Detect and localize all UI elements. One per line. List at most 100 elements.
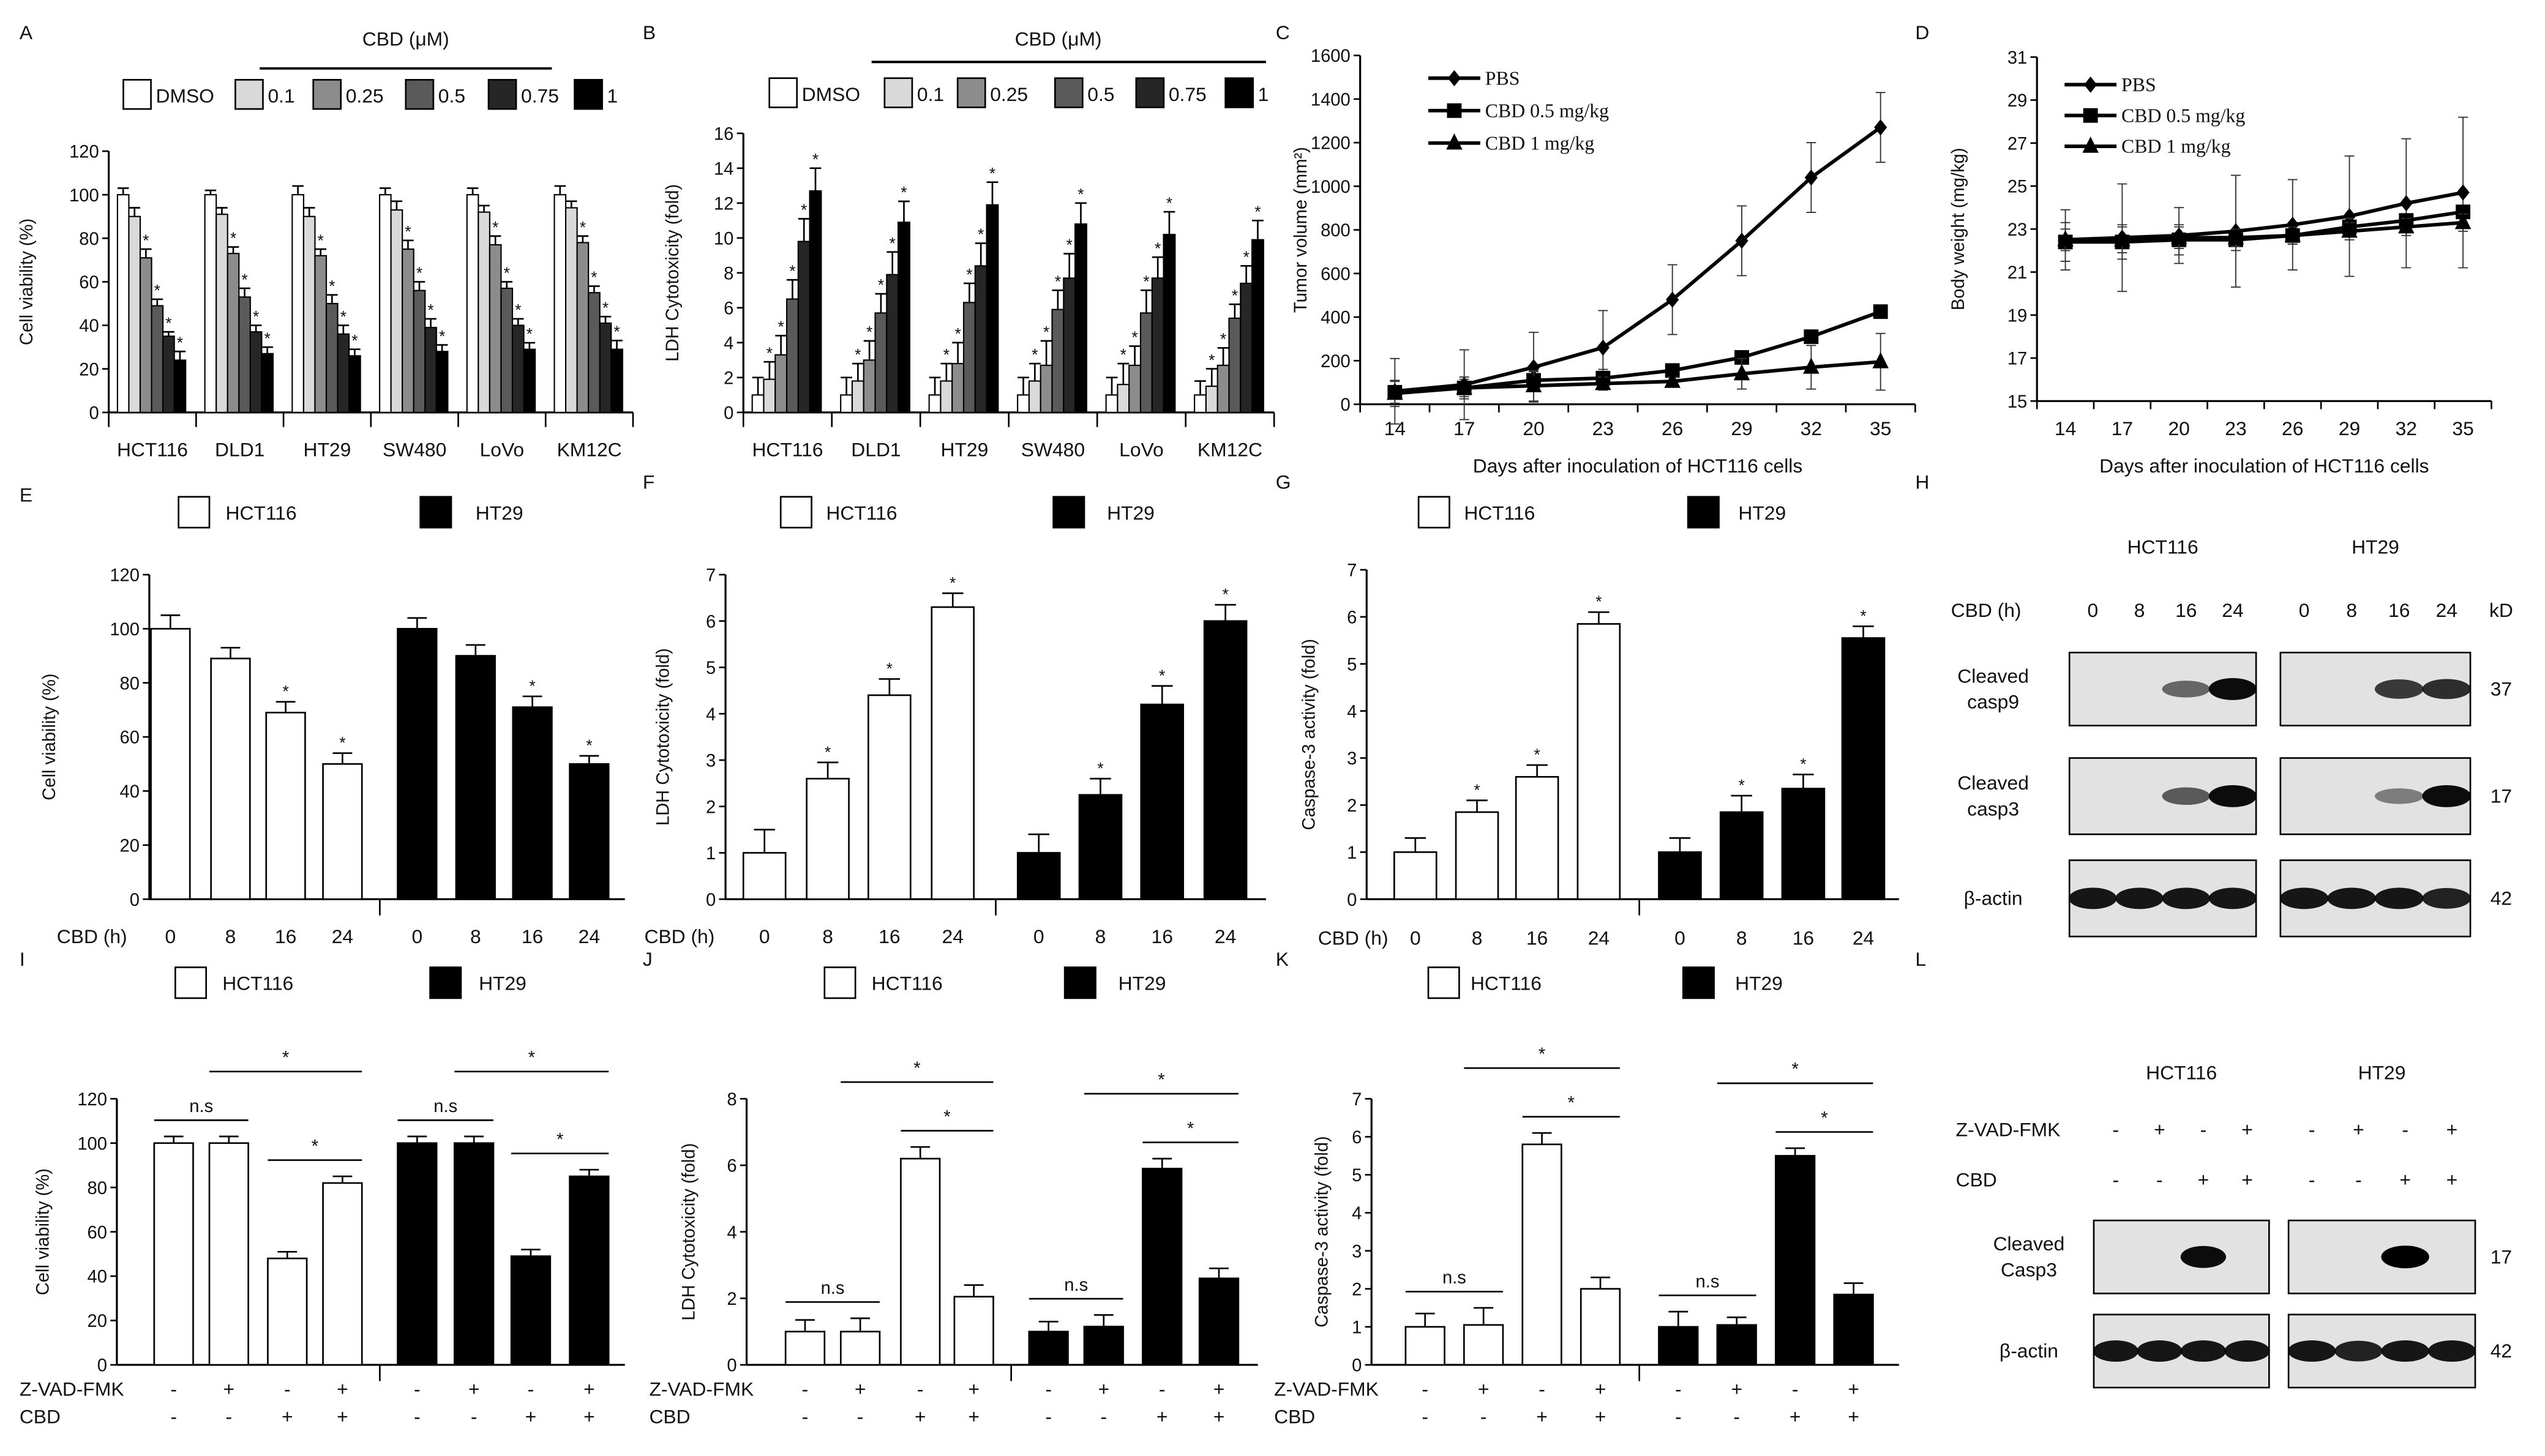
treatment-sign: - <box>170 1378 177 1400</box>
bar <box>151 305 164 413</box>
treatment-sign: + <box>1595 1406 1606 1428</box>
y-tick-label: 6 <box>1347 608 1357 628</box>
significance-star: * <box>1232 286 1238 305</box>
significance-star: * <box>230 229 236 247</box>
bar <box>900 1157 941 1366</box>
category-label: DLD1 <box>215 438 264 460</box>
bar <box>337 333 350 413</box>
x-axis-label: Days after inoculation of HCT116 cells <box>1473 455 1802 477</box>
x-tick-label: 16 <box>522 925 543 947</box>
x-tick-label: 24 <box>942 925 964 947</box>
significance-label: * <box>557 1130 563 1149</box>
legend-label: 0.1 <box>268 84 294 106</box>
bar <box>397 1142 438 1366</box>
molecular-weight-label: 42 <box>2491 1340 2512 1362</box>
panel-letter-I: I <box>20 948 25 970</box>
bar <box>898 222 910 413</box>
treatment-sign: - <box>2309 1118 2315 1140</box>
legend-swatch <box>779 496 812 529</box>
x-tick-label: 16 <box>879 925 900 947</box>
significance-star: * <box>1800 755 1806 774</box>
y-tick-label: 7 <box>1347 561 1357 581</box>
treatment-sign: + <box>1848 1406 1859 1428</box>
bar <box>863 359 876 413</box>
x-tick-label: 16 <box>1526 927 1548 949</box>
data-point-square <box>1873 304 1888 319</box>
bar <box>1051 308 1065 413</box>
treatment-sign: + <box>2241 1168 2253 1190</box>
x-tick-label: 16 <box>1152 925 1173 947</box>
blot-band <box>2422 887 2472 909</box>
y-tick-label: 100 <box>77 1134 107 1154</box>
treatment-sign: - <box>1159 1378 1166 1400</box>
blot-row-label: β-actin <box>1964 887 2023 909</box>
treatment-sign: - <box>284 1378 291 1400</box>
x-tick-label: 20 <box>2168 417 2189 439</box>
legend-label: 0.75 <box>521 84 559 106</box>
bar <box>291 194 304 413</box>
significance-star: * <box>1220 330 1226 348</box>
blot-band <box>2162 787 2210 805</box>
significance-star: * <box>1043 323 1049 342</box>
y-tick-label: 3 <box>706 752 716 771</box>
significance-label: n.s <box>189 1097 213 1116</box>
y-axis-label: Caspase-3 activity (fold) <box>1299 639 1319 831</box>
bar <box>265 711 306 900</box>
x-tick-label: 0 <box>165 925 176 947</box>
bar <box>1833 1293 1874 1366</box>
legend-label: PBS <box>2121 74 2156 95</box>
bar <box>1074 223 1087 413</box>
bar <box>314 255 328 413</box>
significance-star: * <box>766 344 773 362</box>
treatment-sign: + <box>223 1378 235 1400</box>
blot-band <box>2381 1340 2429 1362</box>
bar <box>1205 386 1218 413</box>
bar <box>1028 1331 1069 1366</box>
bar <box>139 257 152 413</box>
blot-group-label: HT29 <box>2358 1061 2406 1083</box>
legend-label: HT29 <box>1119 973 1166 995</box>
significance-star: * <box>1032 346 1038 364</box>
significance-label: * <box>913 1059 920 1078</box>
bar <box>1105 394 1119 413</box>
data-point-square <box>2456 204 2471 220</box>
x-tick-label: 16 <box>275 925 296 947</box>
significance-label: n.s <box>1696 1272 1720 1291</box>
blot-band <box>2374 788 2424 804</box>
legend-label: CBD 1 mg/kg <box>1485 132 1595 154</box>
treatment-sign: + <box>855 1378 866 1400</box>
panel-J: 0 2 4 6 8 LDH Cytotoxicity (fold) - - + - - + + + HCT1… <box>649 966 1258 1428</box>
treatment-label: Z-VAD-FMK <box>1274 1378 1379 1400</box>
bar <box>576 242 590 413</box>
blot-group-label: HCT116 <box>2146 1061 2217 1083</box>
bar <box>1576 623 1621 900</box>
x-tick-label: 23 <box>1592 417 1614 439</box>
legend-label: 0.5 <box>438 84 465 106</box>
significance-star: * <box>591 268 597 286</box>
panel-letter-G: G <box>1276 471 1291 493</box>
treatment-sign: - <box>2402 1118 2408 1140</box>
bar <box>1251 239 1264 413</box>
bar <box>435 351 449 413</box>
y-tick-label: 6 <box>727 1157 737 1176</box>
significance-label: * <box>1821 1108 1827 1128</box>
y-tick-label: 0 <box>706 890 716 910</box>
panel-letter-H: H <box>1915 471 1929 493</box>
legend-title: CBD (μM) <box>362 28 449 50</box>
bar <box>1228 317 1242 413</box>
treatment-sign: + <box>1478 1378 1490 1400</box>
treatment-sign: + <box>968 1406 980 1428</box>
data-point-triangle <box>2170 228 2187 244</box>
x-axis-title: CBD (h) <box>1318 927 1389 949</box>
treatment-sign: - <box>226 1406 233 1428</box>
y-tick-label: 20 <box>88 1312 107 1331</box>
treatment-sign: + <box>2241 1118 2253 1140</box>
y-tick-label: 0 <box>97 1356 107 1376</box>
x-tick-label: 8 <box>822 925 833 947</box>
significance-label: n.s <box>433 1097 457 1116</box>
bar <box>153 1142 194 1366</box>
y-tick-label: 27 <box>2007 134 2027 154</box>
bar <box>1658 851 1702 900</box>
significance-star: * <box>901 184 907 202</box>
treatment-sign: - <box>2309 1168 2315 1190</box>
